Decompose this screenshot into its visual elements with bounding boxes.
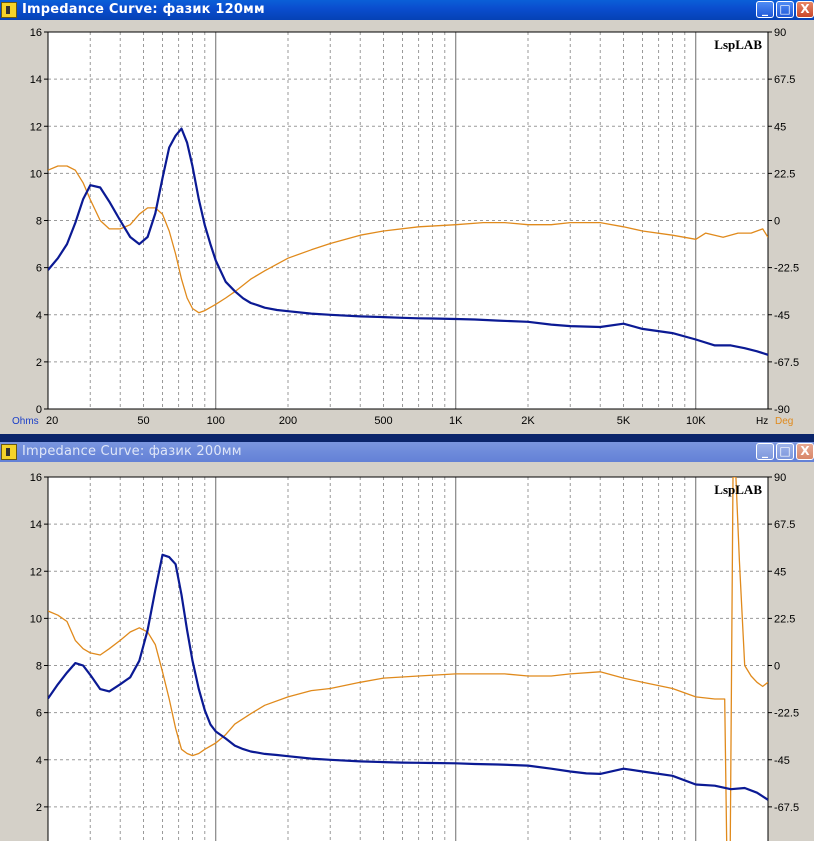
x-tick-label: 1K	[449, 415, 463, 427]
y-right-tick-label: 0	[774, 216, 780, 228]
y-left-axis-label: Ohms	[12, 416, 39, 427]
y-right-tick-label: 90	[774, 472, 786, 484]
y-right-tick-label: -67.5	[774, 802, 799, 814]
y-left-tick-label: 14	[30, 519, 42, 531]
watermark-label: LspLAB	[714, 37, 762, 52]
y-right-tick-label: 67.5	[774, 519, 795, 531]
y-right-tick-label: -90	[774, 404, 790, 416]
y-left-tick-label: 12	[30, 566, 42, 578]
minimize-button[interactable]: _	[756, 443, 774, 460]
y-left-tick-label: 12	[30, 121, 42, 133]
y-right-tick-label: 45	[774, 121, 786, 133]
x-tick-label: 50	[137, 415, 149, 427]
window-title: Impedance Curve: фазик 120мм	[22, 2, 265, 17]
impedance-window-bottom[interactable]: Impedance Curve: фазик 200мм _ □ X 2 4 6 8 1…	[0, 442, 814, 841]
y-left-tick-label: 8	[36, 661, 42, 673]
y-left-tick-label: 4	[36, 755, 42, 767]
y-left-tick-label: 8	[36, 216, 42, 228]
window-title-bar[interactable]: Impedance Curve: фазик 120мм _ □ X	[0, 0, 814, 20]
y-left-tick-label: 14	[30, 74, 42, 86]
close-button[interactable]: X	[796, 443, 814, 460]
y-right-tick-label: -22.5	[774, 708, 799, 720]
impedance-window-top[interactable]: Impedance Curve: фазик 120мм _ □ X 0 2 4 6 8…	[0, 0, 814, 434]
close-button[interactable]: X	[796, 1, 814, 18]
x-tick-label: 100	[207, 415, 225, 427]
impedance-chart: 2 4 6 8 10 12 14 16 -67.5 -45 -22.5 0 22.5 45 67.5 90 Ls…	[30, 472, 799, 841]
y-left-tick-label: 4	[36, 310, 42, 322]
y-left-tick-label: 2	[36, 357, 42, 369]
y-right-axis-label: Deg	[775, 416, 793, 427]
y-right-tick-label: -22.5	[774, 263, 799, 275]
watermark-label: LspLAB	[714, 482, 762, 497]
y-left-tick-label: 2	[36, 802, 42, 814]
speaker-icon[interactable]	[1, 444, 17, 460]
window-separator	[0, 434, 814, 442]
y-right-tick-label: 45	[774, 566, 786, 578]
speaker-icon[interactable]	[1, 2, 17, 18]
impedance-series-line	[48, 553, 768, 801]
y-left-tick-label: 16	[30, 472, 42, 484]
impedance-chart: 0 2 4 6 8 10 12 14 16 -90 -67.5 -45 -22.5 0 22.5 45 67.5…	[12, 27, 799, 427]
y-right-tick-label: 67.5	[774, 74, 795, 86]
impedance-series-line	[48, 127, 768, 356]
y-right-tick-label: -67.5	[774, 357, 799, 369]
y-left-tick-label: 16	[30, 27, 42, 39]
x-tick-label: 500	[374, 415, 392, 427]
phase-series-line	[48, 165, 768, 314]
maximize-button[interactable]: □	[776, 1, 794, 18]
x-tick-label: 5K	[617, 415, 631, 427]
x-tick-label: 10K	[686, 415, 706, 427]
y-right-tick-label: -45	[774, 310, 790, 322]
y-left-tick-label: 0	[36, 404, 42, 416]
plot-area	[48, 477, 768, 841]
maximize-button[interactable]: □	[776, 443, 794, 460]
x-unit-label: Hz	[756, 416, 768, 427]
x-tick-label: 2K	[521, 415, 535, 427]
window-title: Impedance Curve: фазик 200мм	[22, 444, 242, 459]
phase-series-line	[48, 477, 768, 841]
y-right-tick-label: 90	[774, 27, 786, 39]
window-title-bar[interactable]: Impedance Curve: фазик 200мм _ □ X	[0, 442, 814, 462]
y-left-tick-label: 10	[30, 613, 42, 625]
x-tick-label: 200	[279, 415, 297, 427]
y-right-tick-label: 22.5	[774, 168, 795, 180]
minimize-button[interactable]: _	[756, 1, 774, 18]
y-left-tick-label: 6	[36, 263, 42, 275]
x-tick-label: 20	[46, 415, 58, 427]
y-right-tick-label: 0	[774, 661, 780, 673]
y-left-tick-label: 6	[36, 708, 42, 720]
y-right-tick-label: -45	[774, 755, 790, 767]
y-right-tick-label: 22.5	[774, 613, 795, 625]
y-left-tick-label: 10	[30, 168, 42, 180]
